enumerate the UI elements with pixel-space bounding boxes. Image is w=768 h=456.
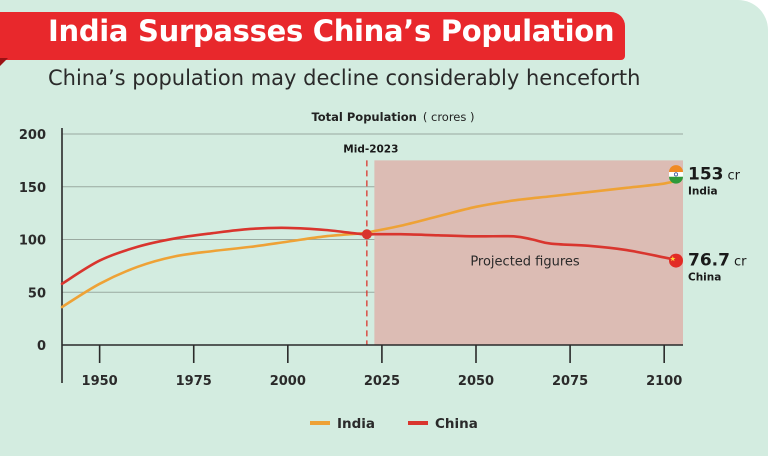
chart-labels: Total Population ( crores ) Mid-2023 Proj…: [310, 110, 747, 432]
india-end-name: India: [688, 185, 718, 197]
x-tick-label-2025: 2025: [364, 374, 400, 389]
x-tick-label-2050: 2050: [458, 374, 494, 389]
legend-india-label: India: [337, 416, 375, 432]
projected-figures-label: Projected figures: [470, 255, 580, 270]
x-tick-label-2075: 2075: [552, 374, 588, 389]
legend-china-label: China: [435, 416, 478, 432]
china-flag-icon: [669, 253, 683, 268]
y-tick-label-150: 150: [19, 181, 46, 196]
india-flag-icon: [669, 165, 683, 184]
chart-title-unit: ( crores ): [423, 110, 475, 124]
india-end-value: 153 cr: [688, 164, 741, 184]
title-banner: [0, 12, 625, 60]
india-end-label: 153 cr India: [688, 164, 741, 197]
x-tick-label-2100: 2100: [646, 374, 682, 389]
mid-2023-label: Mid-2023: [343, 143, 398, 155]
y-tick-label-100: 100: [19, 234, 46, 249]
page-title: India Surpasses China’s Population: [48, 14, 615, 48]
y-tick-label-0: 0: [37, 339, 46, 354]
chart-title-main: Total Population: [311, 110, 416, 124]
series-line-china: [60, 226, 681, 286]
x-tick-label-1975: 1975: [176, 374, 212, 389]
china-end-name: China: [688, 272, 721, 284]
y-tick-label-200: 200: [19, 128, 46, 143]
series-lines: [60, 178, 681, 309]
china-end-number: 76.7: [688, 251, 730, 271]
x-tick-label-2000: 2000: [270, 374, 306, 389]
y-tick-label-50: 50: [28, 286, 46, 301]
projected-region: [374, 160, 683, 345]
mid-2023-crossover-dot: [361, 229, 372, 240]
x-tick-label-1950: 1950: [82, 374, 118, 389]
india-end-number: 153: [688, 164, 724, 184]
china-end-label: 76.7 cr China: [688, 251, 747, 284]
india-end-unit: cr: [728, 168, 741, 183]
china-end-value: 76.7 cr: [688, 251, 747, 271]
china-end-unit: cr: [734, 255, 747, 270]
page-subtitle: China’s population may decline considera…: [48, 66, 641, 90]
chart-title: Total Population ( crores ): [311, 110, 474, 124]
legend: India China: [310, 416, 478, 432]
flags: [669, 165, 683, 268]
banner-fold: [0, 58, 8, 66]
axes: 1950 1975 2000 2025 2050 2075 2100 0 50 100 150 200: [19, 128, 683, 389]
